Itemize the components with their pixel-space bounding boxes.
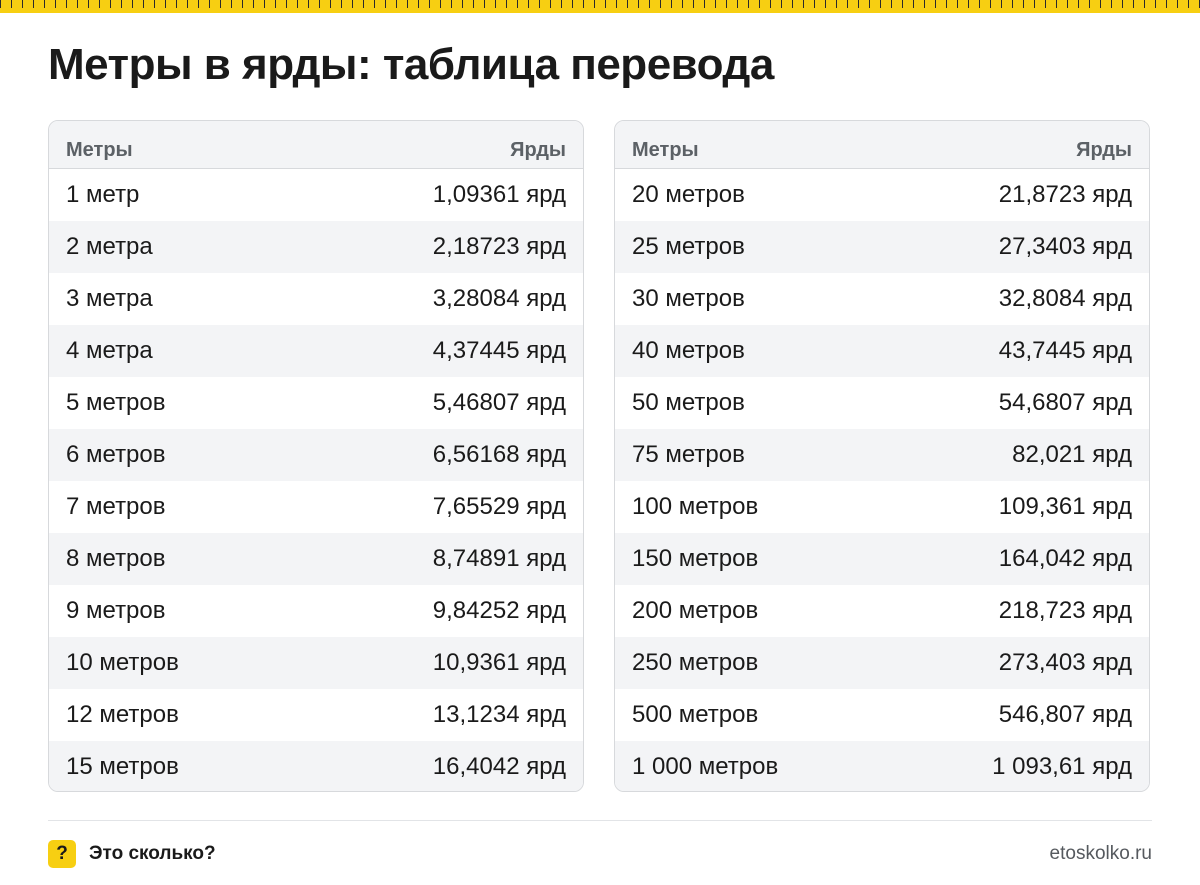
cell-yards: 164,042 ярд bbox=[998, 545, 1132, 572]
table-row: 25 метров 27,3403 ярд bbox=[615, 221, 1149, 273]
cell-yards: 10,9361 ярд bbox=[432, 649, 566, 676]
header-yards: Ярды bbox=[1076, 139, 1132, 161]
cell-yards: 218,723 ярд bbox=[998, 597, 1132, 624]
cell-meters: 200 метров bbox=[632, 597, 759, 624]
cell-meters: 150 метров bbox=[632, 545, 759, 572]
cell-meters: 7 метров bbox=[66, 493, 166, 520]
page-title: Метры в ярды: таблица перевода bbox=[48, 40, 774, 89]
cell-yards: 32,8084 ярд bbox=[998, 285, 1132, 312]
table-row: 100 метров 109,361 ярд bbox=[615, 481, 1149, 533]
cell-meters: 9 метров bbox=[66, 597, 166, 624]
cell-meters: 25 метров bbox=[632, 233, 745, 260]
cell-meters: 5 метров bbox=[66, 389, 166, 416]
table-row: 8 метров 8,74891 ярд bbox=[49, 533, 583, 585]
cell-yards: 54,6807 ярд bbox=[998, 389, 1132, 416]
cell-yards: 21,8723 ярд bbox=[998, 181, 1132, 208]
table-row: 40 метров 43,7445 ярд bbox=[615, 325, 1149, 377]
cell-meters: 100 метров bbox=[632, 493, 759, 520]
cell-yards: 4,37445 ярд bbox=[432, 337, 566, 364]
question-mark-icon: ? bbox=[48, 840, 76, 868]
conversion-table-right: Метры Ярды 20 метров 21,8723 ярд 25 метро… bbox=[614, 120, 1150, 792]
cell-meters: 15 метров bbox=[66, 753, 179, 780]
cell-yards: 2,18723 ярд bbox=[432, 233, 566, 260]
table-body: 1 метр 1,09361 ярд 2 метра 2,18723 ярд 3 м… bbox=[49, 169, 583, 791]
table-row: 250 метров 273,403 ярд bbox=[615, 637, 1149, 689]
conversion-table-left: Метры Ярды 1 метр 1,09361 ярд 2 метра 2,18… bbox=[48, 120, 584, 792]
cell-meters: 3 метра bbox=[66, 285, 153, 312]
cell-yards: 9,84252 ярд bbox=[432, 597, 566, 624]
cell-meters: 75 метров bbox=[632, 441, 745, 468]
footer-divider bbox=[48, 820, 1152, 821]
table-row: 9 метров 9,84252 ярд bbox=[49, 585, 583, 637]
cell-meters: 40 метров bbox=[632, 337, 745, 364]
cell-yards: 43,7445 ярд bbox=[998, 337, 1132, 364]
cell-yards: 7,65529 ярд bbox=[432, 493, 566, 520]
table-row: 20 метров 21,8723 ярд bbox=[615, 169, 1149, 221]
cell-yards: 82,021 ярд bbox=[1012, 441, 1132, 468]
table-row: 5 метров 5,46807 ярд bbox=[49, 377, 583, 429]
cell-yards: 27,3403 ярд bbox=[998, 233, 1132, 260]
cell-meters: 4 метра bbox=[66, 337, 153, 364]
brand[interactable]: ? Это сколько? bbox=[48, 840, 216, 868]
header-meters: Метры bbox=[632, 139, 699, 161]
cell-meters: 30 метров bbox=[632, 285, 745, 312]
cell-meters: 500 метров bbox=[632, 701, 759, 728]
ruler-stripe bbox=[0, 0, 1200, 13]
cell-yards: 273,403 ярд bbox=[998, 649, 1132, 676]
table-row: 30 метров 32,8084 ярд bbox=[615, 273, 1149, 325]
cell-yards: 1 093,61 ярд bbox=[992, 753, 1132, 780]
cell-meters: 6 метров bbox=[66, 441, 166, 468]
cell-meters: 10 метров bbox=[66, 649, 179, 676]
cell-meters: 2 метра bbox=[66, 233, 153, 260]
site-link[interactable]: etoskolko.ru bbox=[1049, 843, 1152, 864]
cell-yards: 6,56168 ярд bbox=[432, 441, 566, 468]
table-row: 3 метра 3,28084 ярд bbox=[49, 273, 583, 325]
cell-meters: 1 метр bbox=[66, 181, 140, 208]
cell-yards: 13,1234 ярд bbox=[432, 701, 566, 728]
table-row: 6 метров 6,56168 ярд bbox=[49, 429, 583, 481]
cell-yards: 16,4042 ярд bbox=[432, 753, 566, 780]
cell-yards: 3,28084 ярд bbox=[432, 285, 566, 312]
table-row: 150 метров 164,042 ярд bbox=[615, 533, 1149, 585]
table-row: 200 метров 218,723 ярд bbox=[615, 585, 1149, 637]
cell-yards: 5,46807 ярд bbox=[432, 389, 566, 416]
table-row: 1 000 метров 1 093,61 ярд bbox=[615, 741, 1149, 791]
cell-yards: 1,09361 ярд bbox=[432, 181, 566, 208]
table-row: 500 метров 546,807 ярд bbox=[615, 689, 1149, 741]
table-row: 4 метра 4,37445 ярд bbox=[49, 325, 583, 377]
cell-meters: 250 метров bbox=[632, 649, 759, 676]
table-body: 20 метров 21,8723 ярд 25 метров 27,3403 яр… bbox=[615, 169, 1149, 791]
table-row: 1 метр 1,09361 ярд bbox=[49, 169, 583, 221]
cell-meters: 50 метров bbox=[632, 389, 745, 416]
table-row: 7 метров 7,65529 ярд bbox=[49, 481, 583, 533]
table-row: 12 метров 13,1234 ярд bbox=[49, 689, 583, 741]
cell-meters: 8 метров bbox=[66, 545, 166, 572]
table-header: Метры Ярды bbox=[615, 121, 1149, 169]
header-yards: Ярды bbox=[510, 139, 566, 161]
table-row: 15 метров 16,4042 ярд bbox=[49, 741, 583, 791]
table-row: 50 метров 54,6807 ярд bbox=[615, 377, 1149, 429]
cell-yards: 546,807 ярд bbox=[998, 701, 1132, 728]
table-header: Метры Ярды bbox=[49, 121, 583, 169]
cell-yards: 8,74891 ярд bbox=[432, 545, 566, 572]
cell-meters: 12 метров bbox=[66, 701, 179, 728]
cell-yards: 109,361 ярд bbox=[998, 493, 1132, 520]
brand-name: Это сколько? bbox=[89, 843, 216, 864]
cell-meters: 1 000 метров bbox=[632, 753, 779, 780]
header-meters: Метры bbox=[66, 139, 133, 161]
cell-meters: 20 метров bbox=[632, 181, 745, 208]
table-row: 75 метров 82,021 ярд bbox=[615, 429, 1149, 481]
table-row: 2 метра 2,18723 ярд bbox=[49, 221, 583, 273]
table-row: 10 метров 10,9361 ярд bbox=[49, 637, 583, 689]
